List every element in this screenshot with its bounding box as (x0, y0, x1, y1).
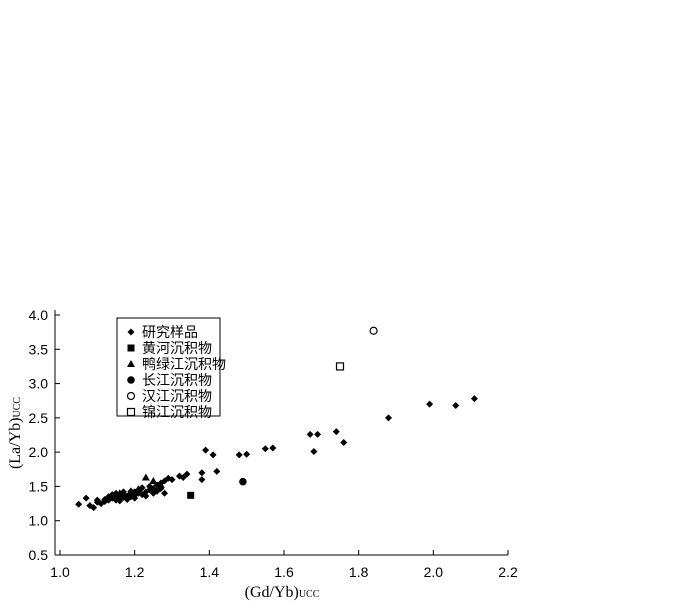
data-point-diamond (116, 497, 124, 505)
x-axis-title: (Gd/Yb)UCC (245, 584, 320, 601)
y-tick-label: 3.0 (29, 376, 49, 392)
x-tick-label: 1.6 (274, 564, 294, 580)
data-point-triangle (156, 481, 165, 489)
data-point-open-square (335, 362, 345, 371)
data-point-diamond (82, 494, 90, 502)
data-point-diamond (470, 395, 478, 403)
x-tick-label: 1.0 (50, 564, 70, 580)
legend-marker-open-circle (126, 391, 136, 401)
data-point-diamond (314, 430, 322, 438)
legend-label: 长江沉积物 (142, 373, 212, 389)
legend-marker-square (127, 344, 135, 352)
data-point-diamond (142, 492, 150, 500)
ticks: 1.0 1.2 1.4 1.6 1.8 2.0 2.20.51.01.52.02.53.03… (29, 307, 518, 580)
data-point-diamond (75, 500, 83, 508)
x-tick-label: 1.8 (349, 564, 369, 580)
data-point-diamond (209, 451, 217, 459)
data-point-diamond (131, 494, 139, 502)
y-tick-label: 1.5 (29, 478, 49, 494)
data-point-diamond (426, 400, 434, 408)
data-point-square (187, 491, 195, 499)
data-point-diamond (202, 446, 210, 454)
data-point-diamond (332, 428, 340, 436)
axes (54, 310, 508, 556)
data-point-diamond (340, 439, 348, 447)
data-point-diamond (161, 489, 169, 497)
legend-label: 锦江沉积物 (142, 404, 212, 421)
legend-marker-diamond (127, 328, 135, 336)
y-tick-label: 2.0 (29, 444, 49, 460)
y-tick-label: 2.5 (29, 410, 49, 426)
data-point-diamond (235, 451, 243, 459)
data-point-diamond (213, 467, 221, 475)
data-point-diamond (168, 476, 176, 484)
legend-marker-open-square (126, 407, 136, 417)
data-point-diamond (269, 444, 277, 452)
data-point-diamond (452, 402, 460, 410)
y-axis-title: (La/Yb)UCC (7, 397, 24, 469)
legend-marker-triangle (127, 360, 135, 367)
x-tick-label: 1.4 (200, 564, 220, 580)
data-point-triangle (134, 485, 143, 493)
data-point-triangle (115, 489, 124, 497)
legend-label: 黄河沉积物 (142, 340, 212, 357)
data-point-diamond (310, 447, 318, 455)
y-tick-label: 3.5 (29, 341, 49, 357)
data-point-diamond (243, 450, 251, 458)
data-point-diamond (90, 504, 98, 512)
y-tick-label: 0.5 (29, 547, 49, 563)
x-tick-label: 2.2 (498, 564, 518, 580)
data-point-triangle (126, 487, 135, 495)
data-point-diamond (385, 414, 393, 422)
legend-marker-circle (127, 376, 135, 384)
y-tick-label: 4.0 (29, 307, 49, 323)
data-point-diamond (93, 496, 101, 504)
data-point-triangle (149, 476, 158, 484)
data-point-diamond (198, 469, 206, 477)
data-point-diamond (261, 445, 269, 453)
data-point-diamond (183, 470, 191, 478)
y-tick-label: 1.0 (29, 513, 49, 529)
legend-label: 鸭绿江沉积物 (142, 357, 226, 373)
x-tick-label: 1.2 (125, 564, 145, 580)
data-points (75, 326, 478, 512)
data-point-diamond (179, 474, 187, 482)
x-tick-label: 2.0 (424, 564, 444, 580)
data-point-diamond (306, 430, 314, 438)
data-point-open-circle (369, 326, 378, 335)
data-point-circle (239, 477, 247, 486)
data-point-diamond (198, 476, 206, 484)
data-point-triangle (141, 473, 150, 481)
legend-label: 研究样品 (142, 325, 198, 341)
legend-label: 汉江沉积物 (142, 389, 212, 405)
